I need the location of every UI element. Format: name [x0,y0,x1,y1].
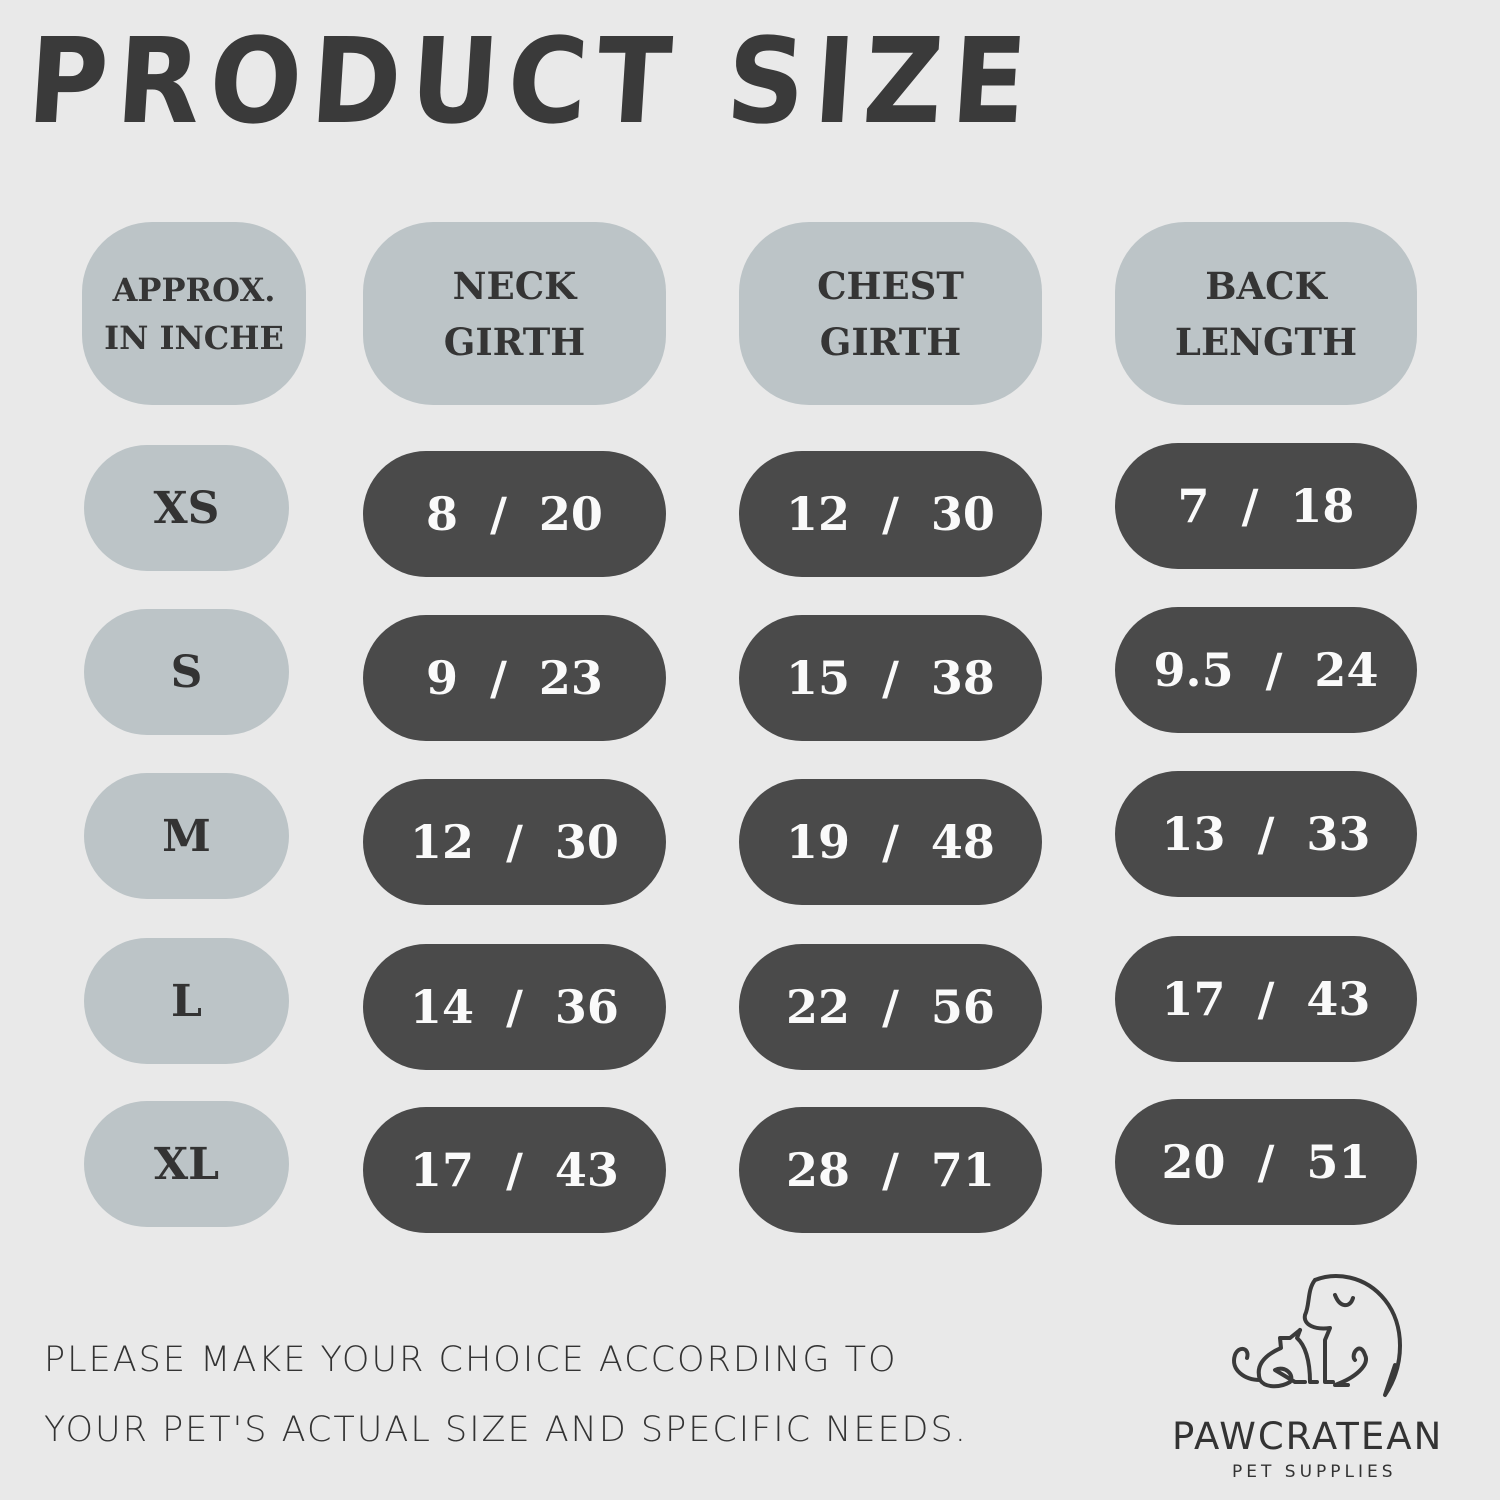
header-neck-girth: NECK GIRTH [363,222,666,405]
header-chest-girth: CHEST GIRTH [739,222,1042,405]
back-value-l: 17 / 43 [1115,936,1417,1062]
size-label-m: M [84,773,289,899]
chest-value-s: 15 / 38 [739,615,1042,741]
back-value-m: 13 / 33 [1115,771,1417,897]
neck-value-s: 9 / 23 [363,615,666,741]
size-label-xs: XS [84,445,289,571]
header-approx-inches: APPROX. IN INCHE [82,222,306,405]
chest-value-xs: 12 / 30 [739,451,1042,577]
chest-value-m: 19 / 48 [739,779,1042,905]
dog-and-cat-outline-icon [1232,1274,1402,1397]
size-label-xl: XL [84,1101,289,1227]
neck-value-m: 12 / 30 [363,779,666,905]
back-value-s: 9.5 / 24 [1115,607,1417,733]
size-label-l: L [84,938,289,1064]
chest-value-l: 22 / 56 [739,944,1042,1070]
page-title: PRODUCT SIZE [23,12,1040,150]
back-value-xl: 20 / 51 [1115,1099,1417,1225]
chest-value-xl: 28 / 71 [739,1107,1042,1233]
header-back-length: BACK LENGTH [1115,222,1417,405]
note-line-2: YOUR PET'S ACTUAL SIZE AND SPECIFIC NEED… [44,1410,968,1450]
neck-value-xl: 17 / 43 [363,1107,666,1233]
neck-value-l: 14 / 36 [363,944,666,1070]
brand-name: PAWCRATEAN [1172,1415,1444,1458]
size-label-s: S [84,609,289,735]
neck-value-xs: 8 / 20 [363,451,666,577]
brand-tagline: PET SUPPLIES [1232,1462,1397,1482]
note-line-1: PLEASE MAKE YOUR CHOICE ACCORDING TO [44,1340,898,1380]
back-value-xs: 7 / 18 [1115,443,1417,569]
